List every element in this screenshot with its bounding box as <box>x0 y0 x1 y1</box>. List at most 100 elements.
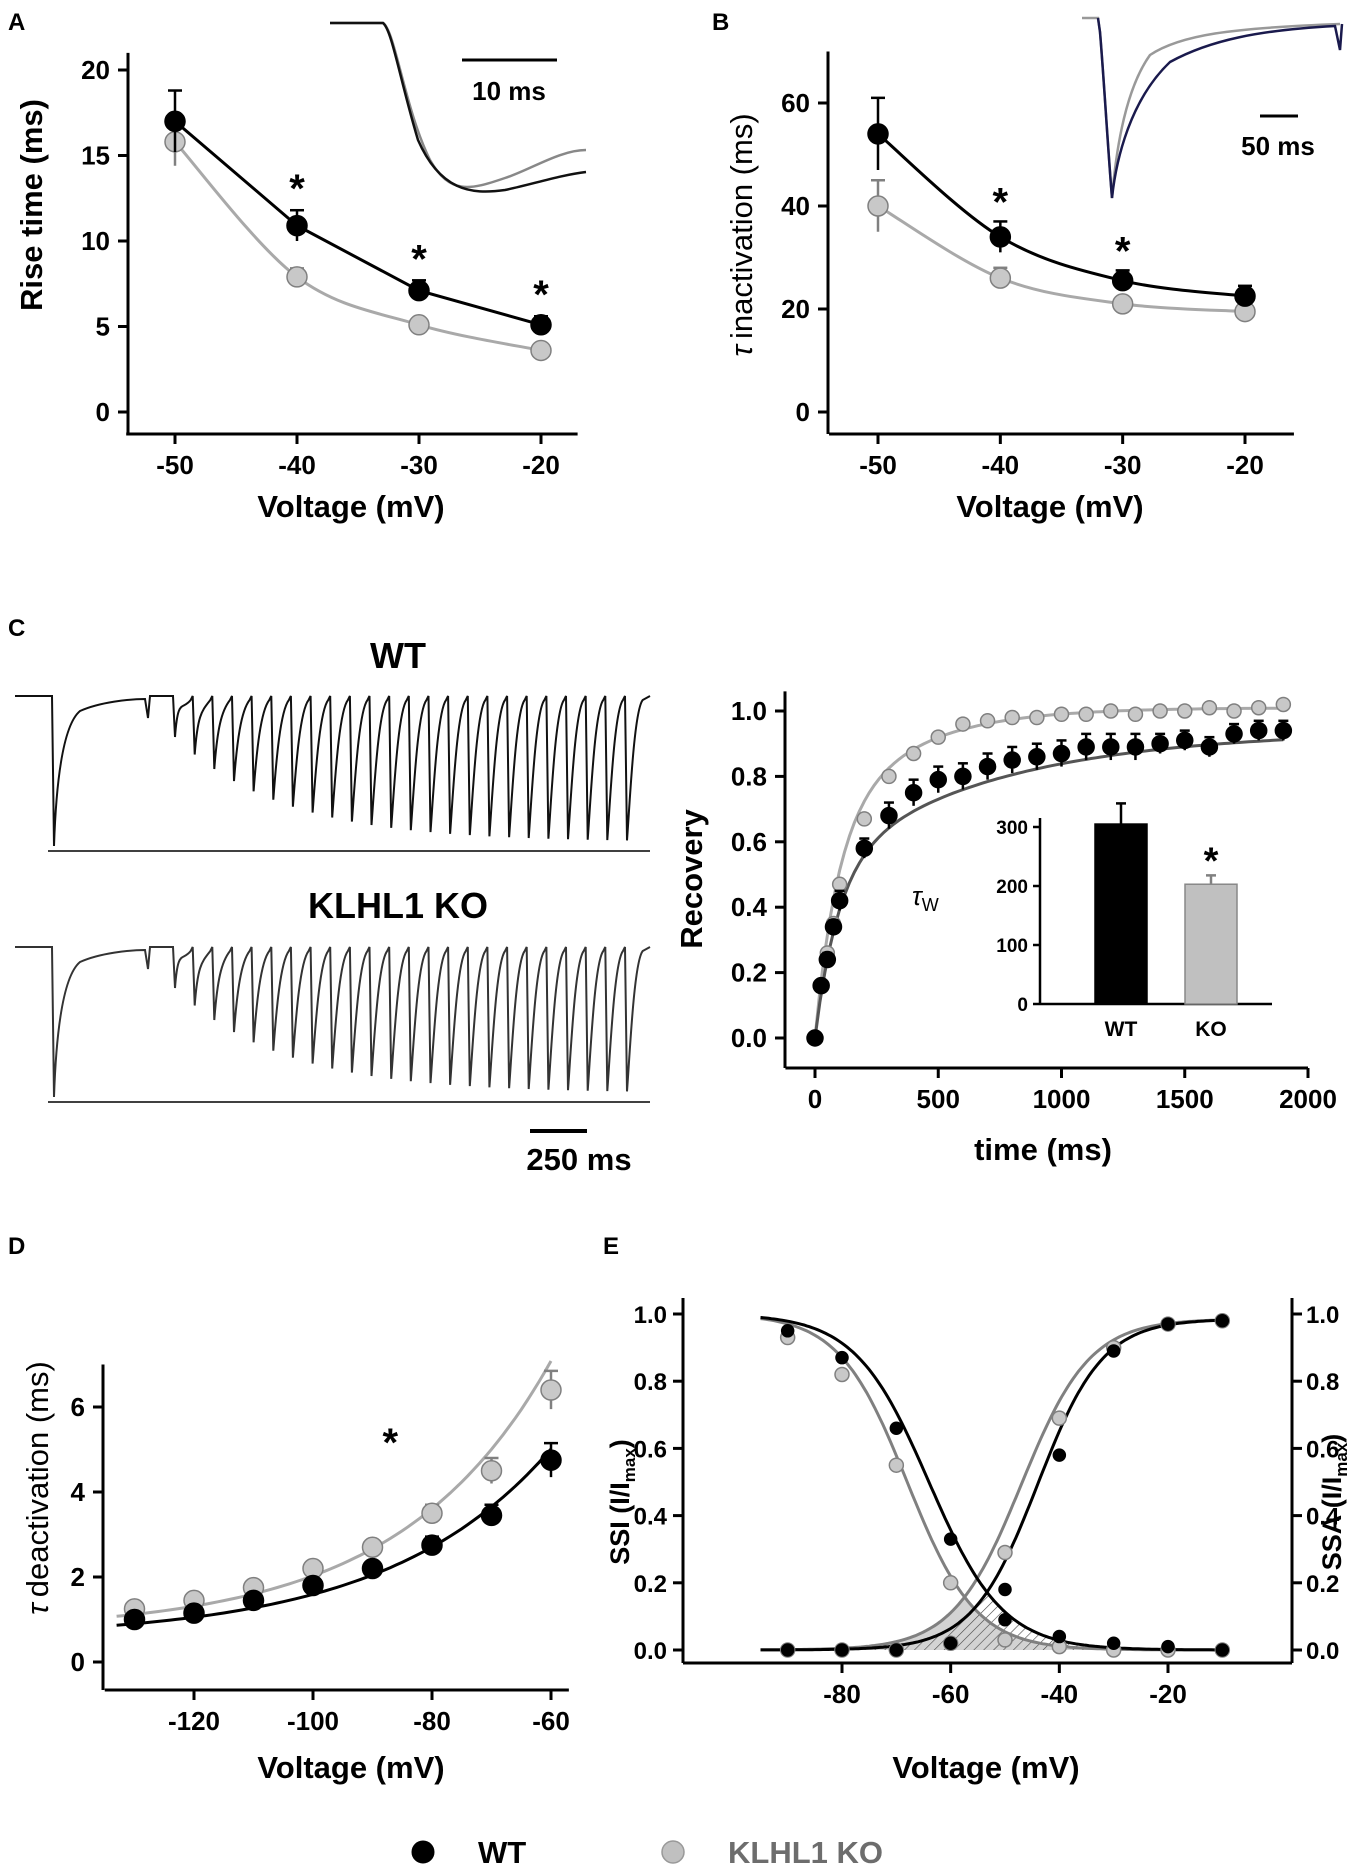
panel-a-y-tick-label: 20 <box>81 55 110 85</box>
panel-e-ko-ssi-point <box>997 1632 1013 1648</box>
panel-e-right-tick-label: 1.0 <box>1306 1302 1339 1329</box>
panel-e-wt-ssa-point <box>943 1636 958 1651</box>
panel-c-x-tick-label: 1000 <box>1033 1084 1091 1114</box>
panel-a-x-tick-label: -30 <box>400 450 438 480</box>
panel-c-wt-point <box>812 976 830 995</box>
panel-c-y-tick-label: 1.0 <box>731 696 767 726</box>
ssa-label-sub: max <box>1332 1442 1351 1477</box>
panel-b-ylabel-tau: τ <box>724 343 759 357</box>
panel-c-scale-label: 250 ms <box>526 1142 631 1177</box>
panel-c-wt-point <box>1126 738 1145 756</box>
panel-b-significance-star: * <box>1115 229 1131 273</box>
panel-d-x-tick-label: -100 <box>287 1706 339 1736</box>
panel-b-wt-point <box>1234 285 1256 307</box>
panel-c-ylabel: Recovery <box>674 808 709 948</box>
trace-label-ko: KLHL1 KO <box>308 885 488 926</box>
panel-d-x-tick-label: -80 <box>413 1706 451 1736</box>
panel-a-ko-curve <box>173 140 542 352</box>
panel-e-x-tick-label: -60 <box>932 1679 970 1709</box>
panel-c-ko-point <box>1275 696 1292 713</box>
panel-label-a: A <box>8 9 25 36</box>
panel-c-wt-point <box>824 918 843 936</box>
panel-c-inset-bar-chart: 0 100 200 300 WT KO * <box>996 802 1272 1041</box>
panel-c-ko-point <box>1127 706 1144 723</box>
panel-a-wt-curve <box>174 120 542 327</box>
panel-c-wt-point <box>818 950 837 969</box>
panel-a-ko-point <box>286 266 308 288</box>
panel-d-ko-point <box>361 1536 384 1558</box>
panel-a-ko-point <box>530 339 552 362</box>
panel-a-x-tick-label: -40 <box>278 450 316 480</box>
panel-d-wt-point <box>421 1534 443 1556</box>
panel-d-ylabel-tau: τ <box>20 1601 55 1615</box>
panel-d-ko-curve <box>116 1360 553 1618</box>
panel-c-ko-point <box>1004 709 1020 726</box>
panel-b-wt-point <box>989 226 1012 248</box>
panel-b-y-tick-label: 20 <box>781 294 810 324</box>
panel-e-x-tick-label: -20 <box>1149 1679 1187 1709</box>
panel-label-d: D <box>8 1233 25 1260</box>
panel-e-wt-ssi-point <box>1106 1636 1121 1651</box>
panel-b-x-tick-label: -30 <box>1104 450 1142 480</box>
panel-c-ko-point <box>831 876 848 893</box>
panel-e-left-tick-label: 0.8 <box>634 1369 667 1396</box>
panel-c-y-tick-label: 0.2 <box>731 958 767 988</box>
panel-c-ko-point <box>1029 709 1045 726</box>
panel-c-ko-point <box>881 768 897 785</box>
panel-b-y-tick-label: 0 <box>796 397 810 427</box>
panel-e-wt-ssi-curve <box>760 1316 1228 1652</box>
panel-a-x-tick-label: -50 <box>156 450 194 480</box>
panel-b-ko-point <box>867 195 889 217</box>
panel-c-wt-point <box>1052 744 1071 763</box>
panel-e-plot: -80 -60 -40 -20 0.0 0.0 0.2 0.2 0.4 0.4 0.6 0.6 0.8 0… <box>634 1298 1340 1709</box>
panel-e-ko-ssa-point <box>1051 1410 1068 1426</box>
panel-a-significance-star: * <box>411 237 427 281</box>
panel-d-y-tick-label: 6 <box>71 1392 85 1422</box>
panel-e-wt-ssa-point <box>1106 1344 1121 1358</box>
panel-e-wt-ssa-point <box>1161 1317 1175 1331</box>
ssi-label-main: SSI (I/I <box>605 1482 635 1565</box>
panel-c-ko-point <box>955 716 971 732</box>
panel-b-inset-traces <box>1082 16 1344 199</box>
panel-c-wt-point <box>1200 738 1219 756</box>
panel-b-ylabel: τ inactivation (ms) <box>724 113 759 356</box>
wt-current-trace <box>15 695 651 852</box>
panel-c-ko-point <box>979 713 996 729</box>
panel-e-left-tick-label: 0.0 <box>634 1638 667 1665</box>
panel-e-wt-ssa-point <box>835 1643 849 1657</box>
panel-e-ylabel-left: SSI (I/Imax) <box>605 1439 639 1565</box>
panel-label-b: B <box>712 9 729 36</box>
panel-c-wt-point <box>929 770 947 789</box>
panel-e-wt-ssi-point <box>780 1324 795 1338</box>
panel-d-wt-point <box>242 1589 265 1612</box>
panel-d-ko-point <box>540 1379 562 1401</box>
ssa-label-close: ) <box>1317 1434 1347 1443</box>
panel-a-y-tick-label: 0 <box>96 397 110 427</box>
panel-d-plot: -120 -100 -80 -60 0 2 4 6 * <box>71 1360 570 1736</box>
panel-e-wt-ssi-point <box>998 1613 1012 1627</box>
panel-e-ko-ssa-point <box>997 1544 1013 1561</box>
panel-a-y-tick-label: 15 <box>81 141 110 171</box>
panel-d-y-tick-label: 4 <box>71 1477 86 1507</box>
panel-a-wt-point <box>286 214 308 237</box>
panel-e-wt-window-area <box>760 1593 1228 1650</box>
panel-c-wt-point <box>1102 738 1120 756</box>
panel-c-ko-point <box>905 745 922 762</box>
panel-c-wt-point <box>1249 721 1268 740</box>
panel-e-wt-ssa-point <box>889 1643 904 1657</box>
panel-c-wt-point <box>1274 721 1293 740</box>
panel-c-y-tick-label: 0.4 <box>731 892 768 922</box>
panel-c-y-tick-label: 0.8 <box>731 761 767 791</box>
panel-d-wt-point <box>123 1608 146 1631</box>
panel-c-xlabel: time (ms) <box>974 1132 1112 1167</box>
panel-e-ko-ssi-point <box>834 1366 850 1383</box>
panel-e-right-tick-label: 0.6 <box>1306 1436 1339 1463</box>
panel-d-ylabel-text: deactivation (ms) <box>20 1361 55 1597</box>
panel-e-left-tick-label: 0.6 <box>634 1436 667 1463</box>
panel-e-left-tick-label: 0.4 <box>634 1504 668 1531</box>
panel-c-wt-point <box>1176 731 1194 750</box>
panel-e-right-tick-label: 0.8 <box>1306 1369 1339 1396</box>
panel-c-wt-point <box>830 891 849 910</box>
ssi-label-close: ) <box>605 1439 635 1448</box>
